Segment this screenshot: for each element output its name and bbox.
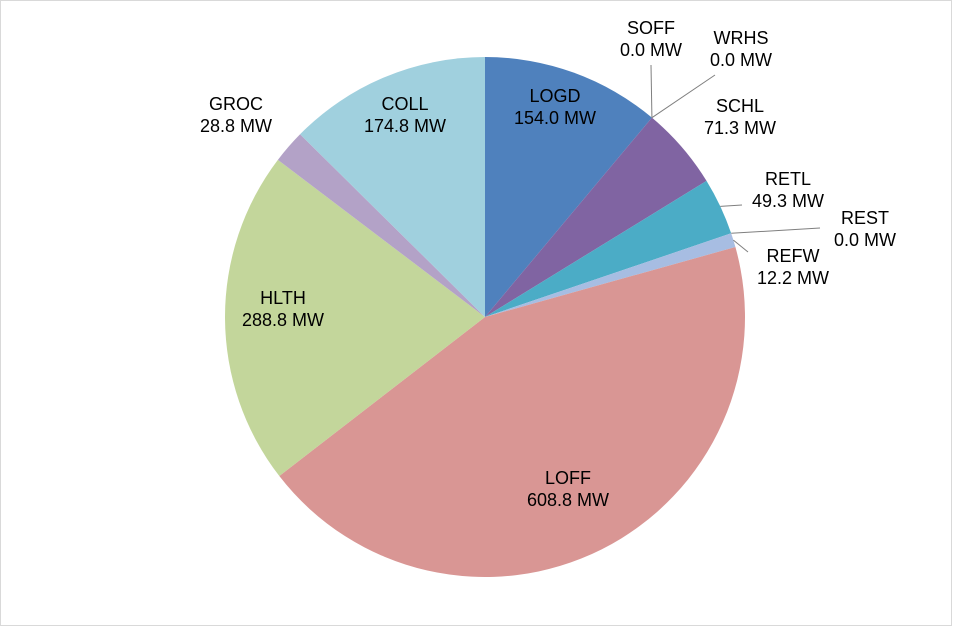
pie-slice	[485, 180, 732, 317]
slice-value-label: 154.0 MW	[514, 108, 596, 128]
pie-slice	[279, 247, 746, 578]
slice-label: LOGD	[529, 86, 580, 106]
slice-value-label: 0.0 MW	[710, 50, 772, 70]
slice-label: REST	[841, 208, 889, 228]
slice-label: LOFF	[545, 468, 591, 488]
slice-value-label: 0.0 MW	[620, 40, 682, 60]
leader-line	[720, 204, 743, 207]
slice-value-label: 0.0 MW	[834, 230, 896, 250]
pie-slice	[300, 57, 485, 317]
pie-slice	[224, 159, 485, 477]
slice-value-label: 28.8 MW	[200, 116, 272, 136]
slice-value-label: 608.8 MW	[527, 490, 609, 510]
pie-slice	[485, 57, 652, 317]
slice-label: SCHL	[716, 96, 764, 116]
slice-value-label: 288.8 MW	[242, 310, 324, 330]
slice-label: REFW	[767, 246, 820, 266]
leader-line	[731, 227, 821, 234]
leader-line	[651, 74, 716, 119]
slice-label: WRHS	[714, 28, 769, 48]
slice-label: COLL	[381, 94, 428, 114]
slice-value-label: 49.3 MW	[752, 191, 824, 211]
slice-label: RETL	[765, 169, 811, 189]
pie-slice	[485, 233, 736, 317]
pie-slice	[485, 117, 707, 317]
slice-label: GROC	[209, 94, 263, 114]
slice-value-label: 12.2 MW	[757, 268, 829, 288]
slice-value-label: 71.3 MW	[704, 118, 776, 138]
leader-line	[733, 239, 749, 253]
slice-label: HLTH	[260, 288, 306, 308]
slice-value-label: 174.8 MW	[364, 116, 446, 136]
slice-label: SOFF	[627, 18, 675, 38]
leader-line	[650, 64, 653, 118]
pie-slice	[277, 134, 485, 317]
